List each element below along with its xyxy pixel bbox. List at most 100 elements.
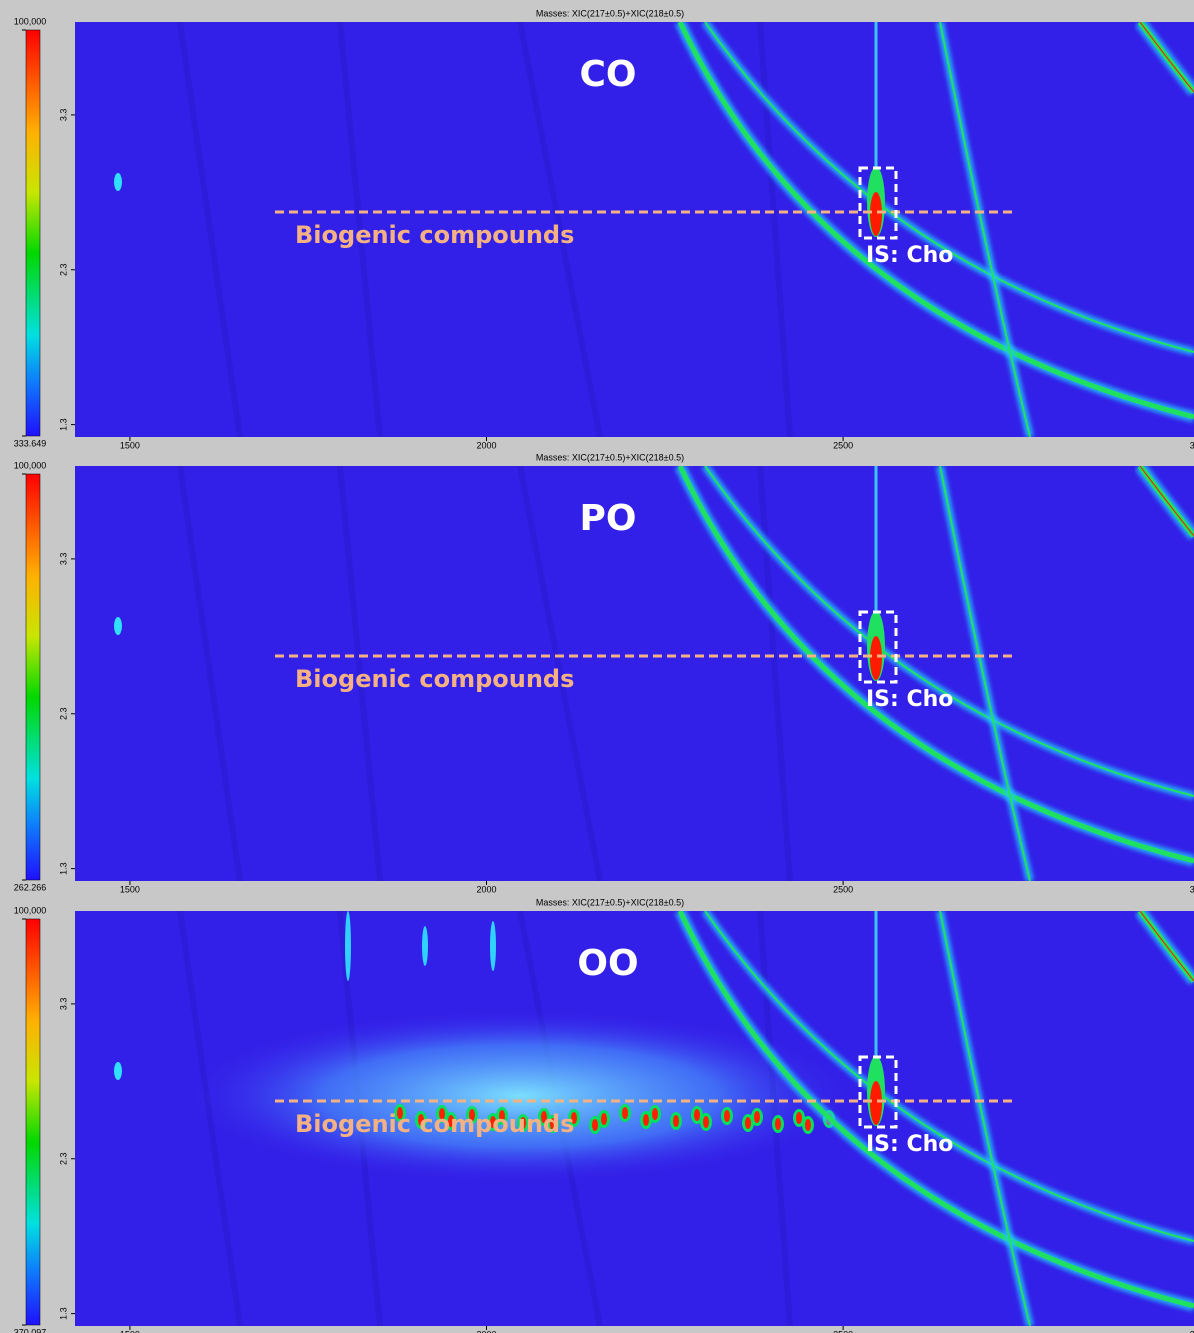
band <box>704 22 1194 353</box>
is-box <box>858 166 898 240</box>
peak-core <box>601 1113 607 1125</box>
x-tick-label: 1500 <box>120 884 140 894</box>
colorbar-label: 100,000 <box>14 905 47 915</box>
plot-area <box>75 911 1194 1326</box>
band <box>939 22 1031 437</box>
peak-core <box>550 1118 556 1130</box>
panel: Masses: XIC(217±0.5)+XIC(218±0.5) PO Bioge… <box>14 452 1194 894</box>
streak <box>757 466 793 881</box>
streak <box>517 466 603 881</box>
y-tick-label: 3.3 <box>58 553 68 566</box>
peak-core <box>541 1111 547 1123</box>
peak-core <box>652 1108 658 1120</box>
plot-area <box>75 22 1194 437</box>
streak-peak <box>345 911 351 981</box>
x-tick-label: 2500 <box>833 440 853 450</box>
spot <box>114 617 122 635</box>
peak-core <box>592 1119 598 1131</box>
x-tick-label: 2000 <box>476 884 496 894</box>
y-tick-label: 1.3 <box>58 1307 68 1320</box>
annotation: IS: Cho <box>866 243 953 268</box>
band <box>939 466 1031 881</box>
streak <box>337 22 383 437</box>
y-tick-label: 3.3 <box>58 109 68 122</box>
band <box>677 466 1194 864</box>
x-tick-label: 3000 <box>1190 440 1194 450</box>
cloud <box>190 1011 850 1181</box>
y-tick-label: 2.3 <box>58 708 68 721</box>
peak-core <box>622 1107 628 1119</box>
x-tick-label: 2000 <box>476 1329 496 1333</box>
spot <box>114 1062 122 1080</box>
streak-peak <box>422 926 428 966</box>
x-tick-label: 2500 <box>833 884 853 894</box>
colorbar-label: 100,000 <box>14 460 47 470</box>
peak-core <box>448 1115 454 1127</box>
streak <box>757 22 793 437</box>
panel: Masses: XIC(217±0.5)+XIC(218±0.5) OO Bioge… <box>14 897 1194 1333</box>
sample-label: OO <box>577 943 638 984</box>
panel-title: Masses: XIC(217±0.5)+XIC(218±0.5) <box>536 452 684 462</box>
streak <box>337 466 383 881</box>
band <box>677 911 1194 1309</box>
x-tick-label: 2000 <box>476 440 496 450</box>
colorbar-label: 333.649 <box>14 438 47 448</box>
peak-core <box>520 1117 526 1129</box>
colorbar <box>25 473 41 881</box>
peak-core <box>397 1107 403 1119</box>
annotation: IS: Cho <box>866 687 953 712</box>
y-tick-label: 2.3 <box>58 1153 68 1166</box>
streak-peak <box>490 921 496 971</box>
is-box <box>858 610 898 684</box>
is-peak-core <box>870 192 882 236</box>
x-tick-label: 1500 <box>120 1329 140 1333</box>
band <box>677 22 1194 420</box>
is-peak-core <box>870 636 882 680</box>
peak-core <box>775 1118 781 1130</box>
annotation: IS: Cho <box>866 1132 953 1157</box>
peak-core <box>805 1119 811 1131</box>
peak-core <box>571 1112 577 1124</box>
band <box>1139 22 1194 93</box>
x-tick-label: 3000 <box>1190 884 1194 894</box>
peak-core <box>724 1110 730 1122</box>
x-tick-label: 2500 <box>833 1329 853 1333</box>
is-box <box>858 1055 898 1129</box>
peak-core <box>703 1116 709 1128</box>
peak-core <box>439 1108 445 1120</box>
panel-title: Masses: XIC(217±0.5)+XIC(218±0.5) <box>536 897 684 907</box>
peak-core <box>754 1111 760 1123</box>
annotation: Biogenic compounds <box>295 1110 574 1138</box>
colorbar-label: 370.097 <box>14 1327 47 1333</box>
annotation: Biogenic compounds <box>295 665 574 693</box>
peak-core <box>643 1114 649 1126</box>
colorbar-label: 262.266 <box>14 882 47 892</box>
x-tick-label: 3000 <box>1190 1329 1194 1333</box>
y-tick-label: 2.3 <box>58 264 68 277</box>
streak <box>177 22 243 437</box>
colorbar <box>25 918 41 1326</box>
plot-background <box>75 466 1194 881</box>
sample-label: PO <box>580 498 637 539</box>
peak-core <box>796 1112 802 1124</box>
spot <box>114 173 122 191</box>
band <box>1139 466 1194 537</box>
band <box>704 466 1194 797</box>
plot-background <box>75 22 1194 437</box>
is-peak-core <box>870 1081 882 1125</box>
streak <box>517 22 603 437</box>
annotation: Biogenic compounds <box>295 221 574 249</box>
colorbar <box>25 29 41 437</box>
x-tick-label: 1500 <box>120 440 140 450</box>
y-tick-label: 1.3 <box>58 418 68 431</box>
peak-core <box>694 1109 700 1121</box>
peak-core <box>745 1117 751 1129</box>
plot-area <box>75 466 1194 881</box>
y-tick-label: 3.3 <box>58 998 68 1011</box>
band <box>939 911 1031 1326</box>
sample-label: CO <box>579 54 636 95</box>
peak-core <box>418 1114 424 1126</box>
panel-title: Masses: XIC(217±0.5)+XIC(218±0.5) <box>536 8 684 18</box>
peak-core <box>490 1116 496 1128</box>
